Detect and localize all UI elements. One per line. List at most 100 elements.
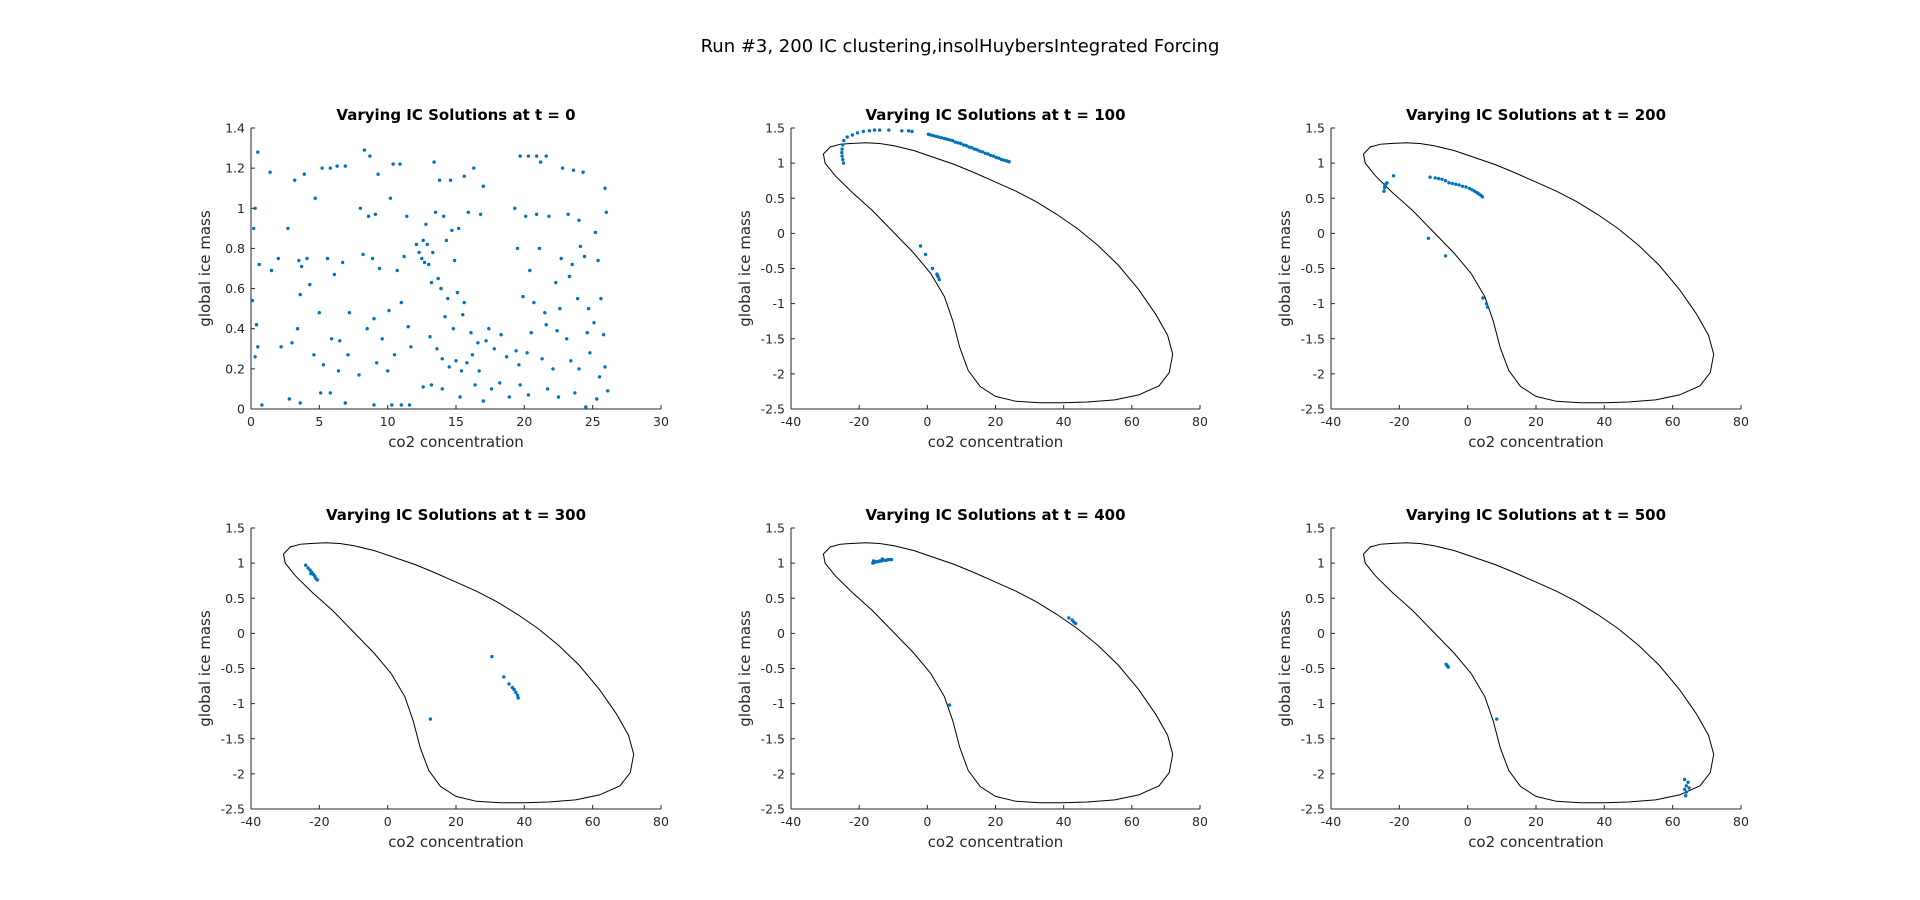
data-point bbox=[534, 154, 539, 158]
data-point bbox=[596, 258, 600, 263]
y-tick-label: -1 bbox=[1313, 696, 1325, 711]
data-point bbox=[1460, 184, 1465, 188]
data-point bbox=[855, 131, 860, 135]
data-point bbox=[1067, 616, 1071, 620]
data-point bbox=[969, 146, 974, 150]
x-tick-label: 60 bbox=[1124, 414, 1140, 429]
y-tick-label: -1 bbox=[1313, 296, 1325, 311]
limit-cycle-line bbox=[822, 542, 1174, 804]
data-point bbox=[484, 339, 488, 343]
y-axis-label: global ice mass bbox=[1276, 610, 1294, 727]
x-axis-label: co2 concentration bbox=[928, 833, 1064, 851]
data-point bbox=[570, 262, 574, 267]
data-point bbox=[577, 367, 581, 371]
x-tick-label: 25 bbox=[585, 414, 601, 429]
subplot-title: Varying IC Solutions at t = 500 bbox=[1406, 506, 1666, 524]
data-point bbox=[390, 403, 394, 407]
data-point bbox=[983, 151, 987, 155]
data-point bbox=[286, 226, 290, 231]
data-point bbox=[399, 403, 403, 407]
data-point bbox=[545, 387, 550, 391]
data-point bbox=[603, 365, 607, 369]
y-tick-label: -2.5 bbox=[761, 802, 785, 817]
data-point bbox=[1480, 195, 1485, 199]
data-point bbox=[305, 256, 309, 261]
y-tick-label: -1.5 bbox=[761, 331, 785, 346]
y-tick-label: 1 bbox=[1317, 556, 1325, 571]
x-tick-label: 60 bbox=[1124, 814, 1140, 829]
y-tick-label: 1 bbox=[1317, 156, 1325, 171]
data-point bbox=[526, 154, 531, 158]
data-point bbox=[372, 403, 376, 407]
data-point bbox=[373, 212, 378, 216]
data-point bbox=[595, 397, 599, 401]
data-point bbox=[529, 331, 533, 335]
data-point bbox=[558, 306, 562, 311]
data-point bbox=[362, 148, 367, 152]
data-point bbox=[603, 186, 607, 190]
data-point bbox=[507, 682, 511, 686]
x-tick-label: -40 bbox=[1321, 814, 1341, 829]
data-point bbox=[1436, 176, 1441, 181]
data-point bbox=[325, 256, 330, 261]
x-axis-label: co2 concentration bbox=[1468, 433, 1604, 451]
subplot-2: Varying IC Solutions at t = 100-40 -20 0 20… bbox=[736, 106, 1208, 451]
data-point bbox=[395, 268, 399, 273]
data-point bbox=[321, 363, 326, 367]
data-point bbox=[432, 160, 436, 164]
data-point bbox=[492, 347, 496, 351]
data-point bbox=[421, 238, 425, 243]
x-tick-label: 0 bbox=[384, 814, 392, 829]
data-point bbox=[279, 345, 283, 349]
data-point bbox=[436, 276, 440, 281]
data-point bbox=[329, 337, 334, 341]
y-tick-label: 0.5 bbox=[765, 591, 785, 606]
data-point bbox=[256, 345, 260, 349]
data-point bbox=[502, 675, 506, 679]
y-axis-label: global ice mass bbox=[196, 210, 214, 327]
data-point bbox=[481, 184, 485, 188]
data-point bbox=[377, 266, 382, 271]
y-tick-label: -0.5 bbox=[1301, 661, 1325, 676]
data-point bbox=[929, 133, 933, 137]
data-point bbox=[388, 196, 393, 200]
data-point bbox=[900, 129, 904, 133]
data-point bbox=[566, 212, 570, 216]
data-point bbox=[841, 143, 845, 147]
data-point bbox=[581, 170, 585, 174]
y-tick-label: 1.4 bbox=[225, 121, 245, 136]
data-point bbox=[421, 385, 425, 389]
data-point bbox=[269, 268, 274, 273]
x-tick-label: 0 bbox=[1464, 414, 1472, 429]
data-point bbox=[399, 300, 403, 305]
data-point bbox=[428, 717, 433, 721]
data-point bbox=[328, 166, 332, 170]
y-tick-label: 1 bbox=[777, 556, 785, 571]
data-point bbox=[427, 262, 431, 267]
y-tick-label: -2 bbox=[773, 766, 785, 781]
data-point bbox=[250, 298, 255, 303]
data-point bbox=[1447, 181, 1451, 185]
data-point bbox=[918, 244, 923, 248]
data-point bbox=[304, 563, 308, 567]
data-point bbox=[375, 361, 379, 365]
x-tick-label: -20 bbox=[1389, 414, 1409, 429]
y-tick-label: 0.6 bbox=[225, 281, 245, 296]
data-point bbox=[335, 164, 339, 168]
y-tick-label: -2 bbox=[1313, 766, 1325, 781]
data-point bbox=[959, 141, 963, 146]
y-tick-label: -2.5 bbox=[761, 402, 785, 417]
data-point bbox=[361, 252, 365, 257]
data-point bbox=[573, 391, 577, 395]
x-tick-label: -40 bbox=[241, 814, 261, 829]
data-point bbox=[1450, 181, 1455, 186]
data-point bbox=[391, 162, 395, 166]
data-point bbox=[315, 578, 319, 582]
data-point bbox=[840, 154, 844, 158]
data-point bbox=[575, 296, 580, 301]
x-tick-label: 60 bbox=[585, 814, 601, 829]
data-point bbox=[433, 210, 438, 214]
y-tick-label: -2 bbox=[1313, 366, 1325, 381]
data-point bbox=[1684, 784, 1689, 788]
data-point bbox=[365, 327, 369, 331]
